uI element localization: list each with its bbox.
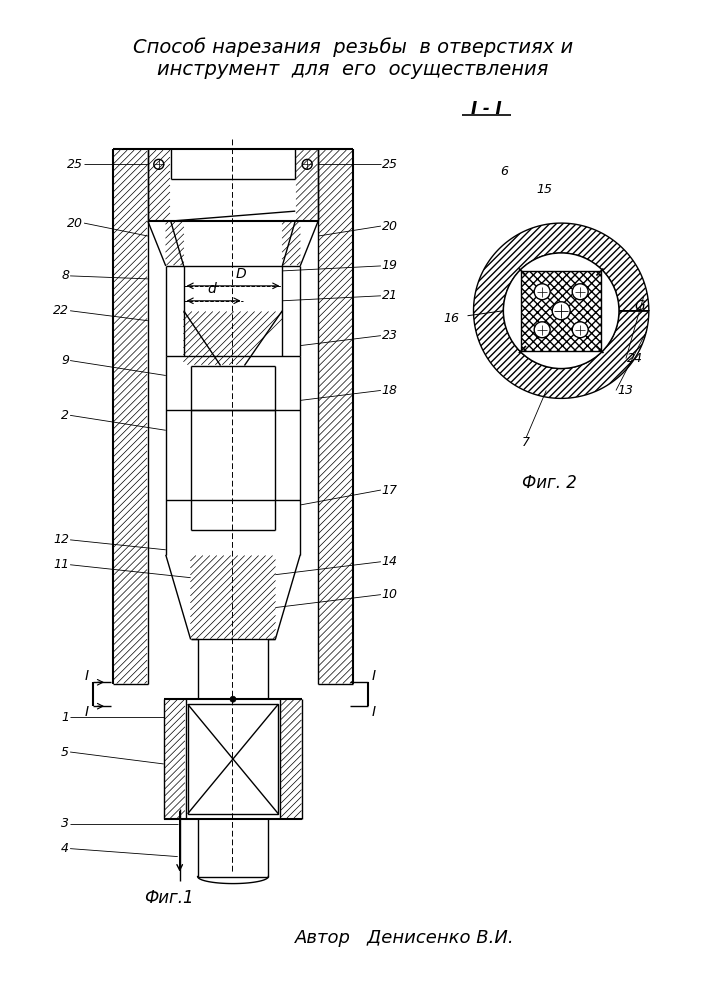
Text: 15: 15 [536,183,552,196]
Text: I: I [372,669,376,683]
Text: 24: 24 [627,352,643,365]
Text: G: G [634,299,645,313]
Text: 7: 7 [522,436,530,449]
Text: Автор   Денисенко В.И.: Автор Денисенко В.И. [295,929,515,947]
Text: 1: 1 [61,711,69,724]
Text: 11: 11 [53,558,69,571]
Text: Способ нарезания  резьбы  в отверстиях и: Способ нарезания резьбы в отверстиях и [133,37,573,57]
Text: 9: 9 [61,354,69,367]
Text: 14: 14 [382,555,398,568]
Polygon shape [521,271,601,351]
Text: Фиг. 2: Фиг. 2 [522,474,577,492]
Circle shape [230,696,236,702]
Text: 25: 25 [67,158,83,171]
Text: 21: 21 [382,289,398,302]
Text: 2: 2 [61,409,69,422]
Text: I: I [372,705,376,719]
Circle shape [534,322,550,338]
Text: 5: 5 [61,746,69,759]
Text: 8: 8 [61,269,69,282]
Text: 22: 22 [53,304,69,317]
Text: I - I: I - I [471,100,502,118]
Text: 25: 25 [382,158,398,171]
Text: I: I [85,705,89,719]
Text: D: D [235,267,246,281]
Circle shape [572,322,588,338]
Text: 23: 23 [382,329,398,342]
Circle shape [503,253,619,369]
Text: 13: 13 [617,384,633,397]
Text: 19: 19 [382,259,398,272]
Text: Фиг.1: Фиг.1 [144,889,194,907]
Text: 20: 20 [67,217,83,230]
Circle shape [552,302,570,320]
Text: 10: 10 [382,588,398,601]
Circle shape [572,284,588,300]
Text: 16: 16 [443,312,460,325]
Text: 18: 18 [382,384,398,397]
Circle shape [534,284,550,300]
Text: 17: 17 [382,484,398,497]
Polygon shape [474,223,649,398]
Text: d: d [207,282,216,296]
Text: 3: 3 [61,817,69,830]
Text: 20: 20 [382,220,398,233]
Bar [187,704,279,814]
Text: 4: 4 [61,842,69,855]
Text: 6: 6 [501,165,508,178]
Text: инструмент  для  его  осуществления: инструмент для его осуществления [158,60,549,79]
Text: 12: 12 [53,533,69,546]
Text: I: I [85,669,89,683]
